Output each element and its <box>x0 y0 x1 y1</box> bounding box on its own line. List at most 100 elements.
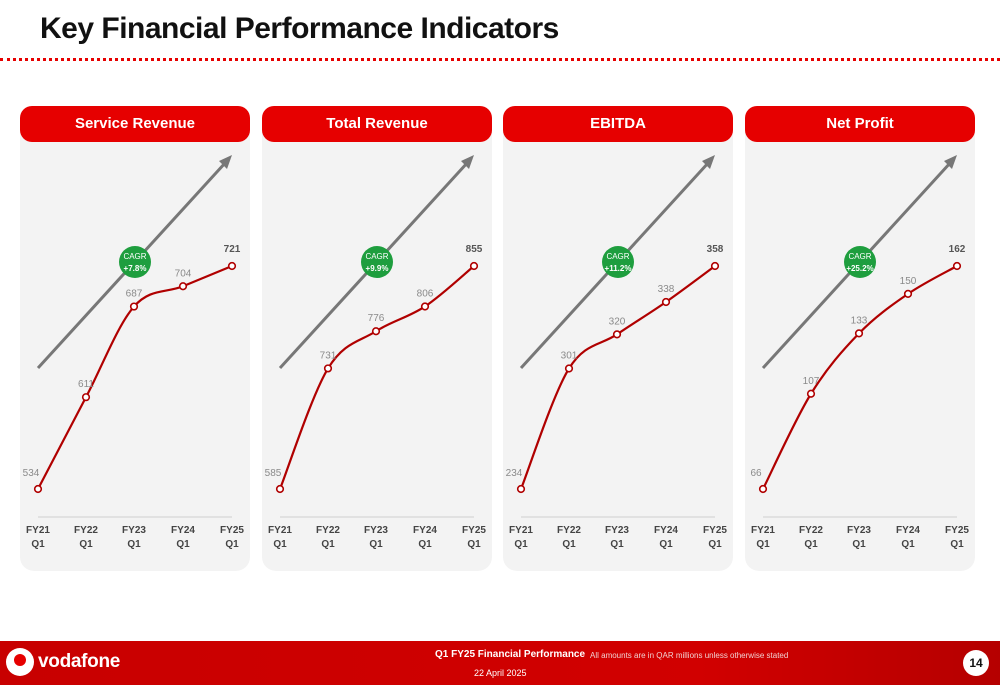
data-label: 687 <box>126 289 143 300</box>
x-tick-label: Q1 <box>273 539 287 550</box>
report-date: 22 April 2025 <box>474 668 527 678</box>
data-label: 731 <box>320 350 337 361</box>
data-point <box>952 261 962 271</box>
data-point <box>903 289 913 298</box>
kpi-chart: 234 301 320 338 358 FY21 Q1 FY22 Q1 FY23 Q1 FY24 Q1 F… <box>506 155 727 550</box>
cagr-value: +11.2% <box>605 264 632 273</box>
brand-name: vodafone <box>38 651 121 672</box>
data-label: 721 <box>224 244 241 255</box>
panel-header: Total Revenue <box>262 106 492 142</box>
x-tick-label: Q1 <box>176 539 190 550</box>
currency-note: All amounts are in QAR millions unless o… <box>590 651 789 660</box>
vodafone-logo-icon <box>6 648 34 676</box>
data-label: 234 <box>506 468 523 479</box>
cagr-label: CAGR <box>123 252 146 261</box>
x-tick-label: Q1 <box>418 539 432 550</box>
data-point <box>420 302 430 311</box>
data-point <box>661 297 671 307</box>
x-tick-label: Q1 <box>708 539 722 550</box>
x-tick-label: FY23 <box>364 525 388 536</box>
series-line <box>519 265 716 490</box>
x-tick-label: FY24 <box>171 525 195 536</box>
kpi-chart: 66 107 133 150 162 FY21 Q1 FY22 Q1 FY23 Q1 FY24 Q1 FY… <box>750 155 969 550</box>
data-point <box>33 484 43 494</box>
cagr-badge <box>119 246 151 278</box>
footer-bar: vodafone Q1 FY25 Financial Performance 2… <box>0 641 1000 685</box>
data-point <box>854 329 864 338</box>
x-tick-label: Q1 <box>225 539 239 550</box>
x-tick-label: FY24 <box>413 525 437 536</box>
x-tick-label: FY23 <box>122 525 146 536</box>
trend-arrowhead <box>944 155 957 169</box>
data-label: 585 <box>265 468 282 479</box>
x-tick-label: FY25 <box>220 525 244 536</box>
panel-header: EBITDA <box>503 106 733 142</box>
x-tick-label: Q1 <box>804 539 818 550</box>
x-tick-label: FY25 <box>945 525 969 536</box>
page-title: Key Financial Performance Indicators <box>40 12 559 45</box>
x-tick-label: Q1 <box>514 539 528 550</box>
data-label: 806 <box>417 288 434 299</box>
cagr-badge <box>602 246 634 278</box>
data-label: 358 <box>707 244 724 255</box>
data-point <box>227 261 237 271</box>
data-label: 338 <box>658 284 675 295</box>
data-point <box>371 327 381 336</box>
x-tick-label: FY22 <box>74 525 98 536</box>
data-label: 162 <box>949 244 966 255</box>
data-point <box>178 282 188 291</box>
data-label: 150 <box>900 276 917 287</box>
data-label: 534 <box>23 468 40 479</box>
data-point <box>129 302 139 311</box>
x-tick-label: Q1 <box>610 539 624 550</box>
kpi-chart: 585 731 776 806 855 FY21 Q1 FY22 Q1 FY23 Q1 FY24 Q1 F… <box>265 155 486 550</box>
kpi-panel: Net Profit 66 107 133 150 162 FY21 Q1 FY22 Q1 FY2… <box>745 106 975 571</box>
cagr-label: CAGR <box>848 252 871 261</box>
x-tick-label: FY22 <box>557 525 581 536</box>
data-point <box>758 484 768 494</box>
x-tick-label: Q1 <box>79 539 93 550</box>
data-point <box>516 484 526 494</box>
page-number: 14 <box>963 650 989 676</box>
x-tick-label: FY24 <box>654 525 678 536</box>
data-point <box>710 261 720 271</box>
kpi-panel: EBITDA 234 301 320 338 358 FY21 Q1 FY22 Q1 FY23 Q1… <box>503 106 733 571</box>
x-tick-label: Q1 <box>659 539 673 550</box>
panel-header: Service Revenue <box>20 106 250 142</box>
x-tick-label: FY21 <box>26 525 50 536</box>
x-tick-label: FY22 <box>799 525 823 536</box>
x-tick-label: FY23 <box>605 525 629 536</box>
x-tick-label: Q1 <box>562 539 576 550</box>
series-line <box>37 264 233 490</box>
data-label: 320 <box>609 316 626 327</box>
series-line <box>762 265 958 490</box>
x-tick-label: FY21 <box>751 525 775 536</box>
cagr-value: +9.9% <box>366 264 389 273</box>
x-tick-label: FY25 <box>703 525 727 536</box>
x-tick-label: Q1 <box>369 539 383 550</box>
x-tick-label: FY21 <box>268 525 292 536</box>
x-tick-label: Q1 <box>756 539 770 550</box>
cagr-value: +25.2% <box>846 264 873 273</box>
trend-arrowhead <box>702 155 715 169</box>
x-tick-label: Q1 <box>901 539 915 550</box>
kpi-panel: Total Revenue 585 731 776 806 855 FY21 Q1 FY22 Q… <box>262 106 492 571</box>
trend-arrowhead <box>461 155 474 169</box>
report-title: Q1 FY25 Financial Performance <box>435 649 586 660</box>
data-point <box>275 484 285 494</box>
x-tick-label: FY24 <box>896 525 920 536</box>
data-point <box>564 364 574 373</box>
data-point <box>323 364 333 373</box>
panel-header: Net Profit <box>745 106 975 142</box>
x-tick-label: Q1 <box>31 539 45 550</box>
data-label: 611 <box>78 379 94 390</box>
x-tick-label: Q1 <box>852 539 866 550</box>
cagr-label: CAGR <box>365 252 388 261</box>
data-label: 704 <box>175 268 192 279</box>
x-tick-label: Q1 <box>467 539 481 550</box>
cagr-badge <box>361 246 393 278</box>
data-label: 855 <box>466 244 483 255</box>
x-tick-label: Q1 <box>321 539 335 550</box>
x-tick-label: FY25 <box>462 525 486 536</box>
x-tick-label: FY23 <box>847 525 871 536</box>
